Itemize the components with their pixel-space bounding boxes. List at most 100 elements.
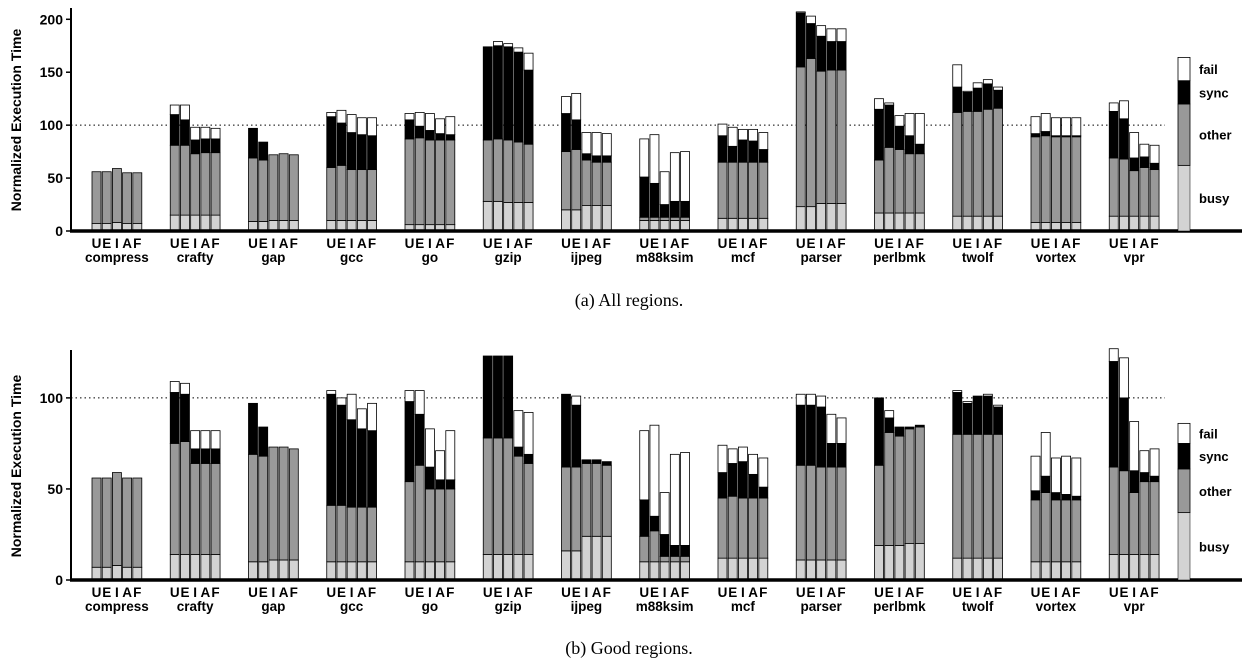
bar-segment-other [493,138,503,202]
bar-segment-busy [680,561,690,581]
benchmark-label: go [422,250,439,265]
benchmark-label: compress [85,599,149,614]
bar-segment-other [982,108,993,217]
bar-segment-sync [669,544,680,557]
bar-letter-label: F [837,585,845,600]
legend-swatch-fail [1177,422,1191,444]
bar-segment-busy [1061,561,1071,581]
bar-segment-fail [659,492,670,535]
bar-segment-sync [513,51,524,143]
bar-segment-sync [581,153,592,161]
bar-segment-fail [1119,357,1129,399]
bar-letter-label: A [670,236,680,251]
y-tick-label: 0 [55,223,63,239]
bar-segment-other [962,433,973,559]
bar-segment-sync [571,404,582,468]
bar-segment-fail [904,113,915,137]
bar-segment-busy [482,554,493,581]
bar-segment-sync [738,461,748,499]
bar-segment-busy [258,561,269,581]
bar-group-go: U E I A Fgo [404,112,456,265]
bar-segment-busy [523,202,534,232]
bar-segment-sync [326,393,337,506]
bar-letter-label: U [92,236,102,251]
bar-letter-label: F [1150,585,1158,600]
legend-swatch-busy [1177,512,1191,581]
bar-segment-other [445,488,456,563]
bar-segment-sync [826,443,837,468]
bar-segment-other [649,530,660,563]
bar-segment-other [758,161,769,219]
benchmark-label: crafty [177,599,214,614]
bar-segment-other [659,216,670,221]
bar-segment-busy [1108,554,1119,581]
bar-letter-label: U [718,585,728,600]
bar-segment-busy [190,554,201,581]
bar-letter-label: F [446,585,454,600]
bar-segment-other [591,161,602,206]
bar-segment-sync [601,155,612,163]
bar-segment-busy [727,557,738,581]
benchmark-label: parser [801,250,843,265]
bar-segment-busy [190,214,201,232]
bar-segment-fail [1119,100,1129,120]
bar-segment-sync [727,145,738,163]
bar-letter-label: A [592,236,602,251]
bar-letter-label: U [1031,585,1041,600]
bar-letter-label: I [1132,585,1136,600]
bar-segment-fail [1030,116,1041,135]
bar-segment-busy [591,205,602,232]
bar-segment-sync [503,355,514,439]
bar-segment-other [122,477,132,568]
bar-segment-other [367,169,377,221]
bar-segment-sync [482,46,493,141]
bar-segment-sync [435,479,446,490]
bar-letter-label: F [759,585,767,600]
bar-segment-busy [962,215,973,232]
bar-segment-fail [972,82,983,89]
bar-segment-fail [601,133,612,157]
bar-segment-other [435,139,446,226]
bar-segment-sync [717,472,728,499]
bar-letter-label: A [983,585,993,600]
bar-segment-sync [1149,475,1160,483]
bar-segment-other [894,435,905,546]
bar-segment-sync [993,406,1003,435]
bar-segment-fail [649,134,660,184]
bar-segment-other [659,555,670,563]
bar-segment-sync [649,515,660,532]
bar-segment-fail [210,127,221,140]
bar-segment-fail [993,86,1003,91]
bar-letter-label: F [133,236,141,251]
bar-segment-sync [346,419,357,508]
y-tick-label: 50 [47,170,63,186]
bar-segment-busy [356,561,367,581]
legend-swatch-sync [1177,443,1191,470]
bar-letter-label: A [435,585,445,600]
y-axis-label: Normalized Execution Time [8,375,24,558]
bar-segment-other [132,172,143,224]
bar-segment-busy [482,200,493,232]
bar-letter-label: U [1109,236,1119,251]
bar-segment-fail [884,410,895,419]
bar-segment-other [268,154,279,221]
bar-letter-label: E [572,236,581,251]
bar-letter-label: I [350,236,354,251]
bar-segment-busy [1119,215,1129,232]
bar-segment-fail [200,430,211,450]
bar-segment-other [288,448,299,561]
bar-segment-busy [346,561,357,581]
bar-letter-label: U [483,236,493,251]
bar-segment-fail [571,395,582,406]
bar-segment-fail [639,430,650,501]
bar-segment-other [982,433,993,559]
bar-segment-busy [581,205,592,232]
